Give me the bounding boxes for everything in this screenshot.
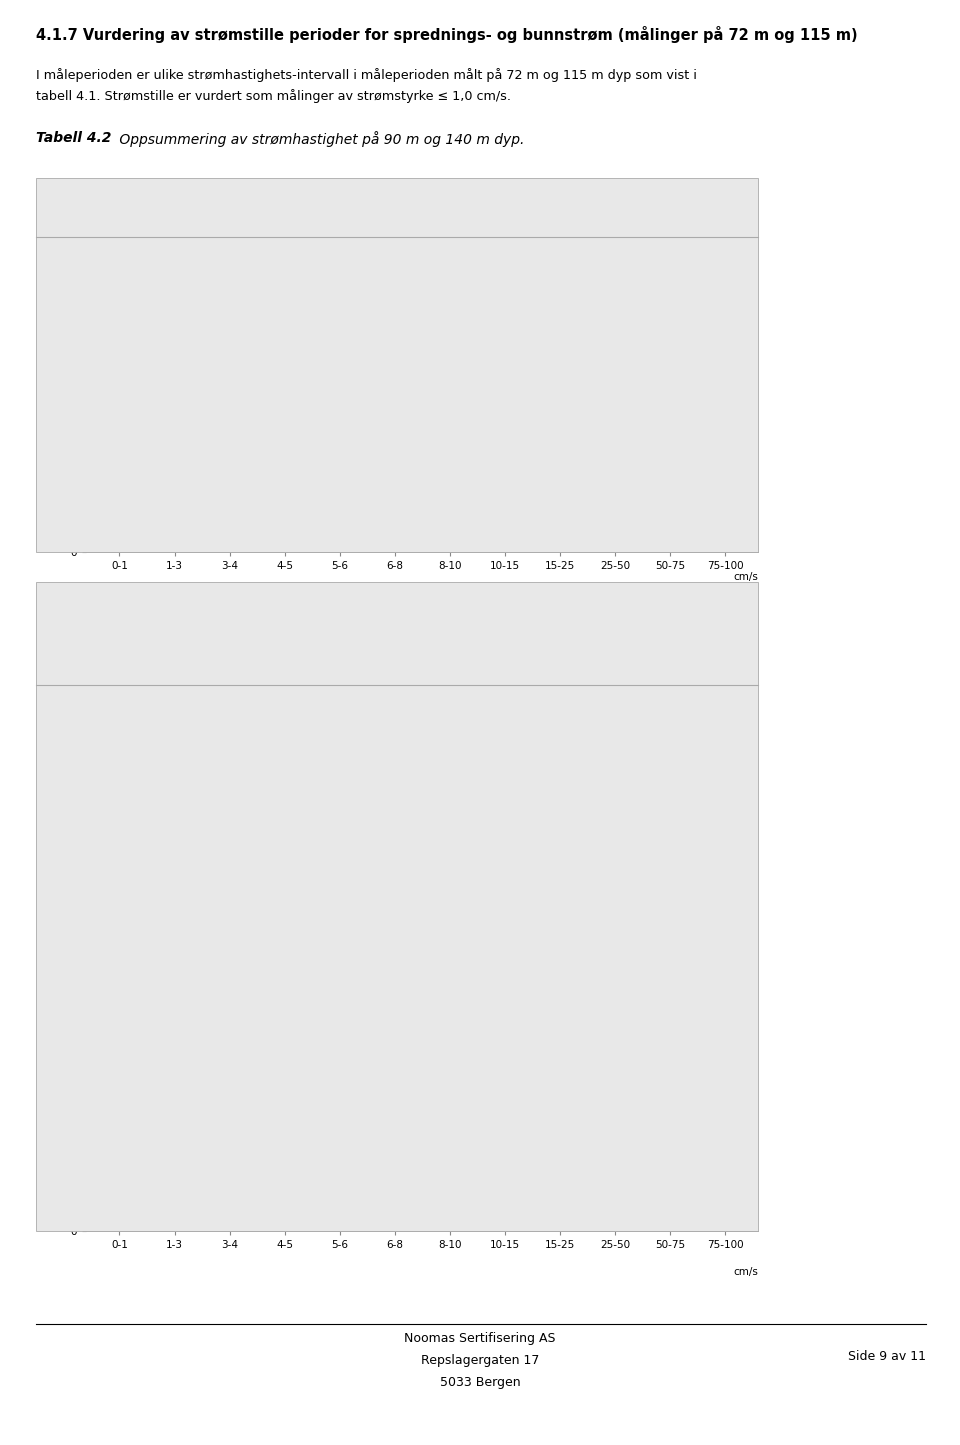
Text: CURRENT SPEED BAR CHART: CURRENT SPEED BAR CHART: [42, 179, 209, 189]
Bar: [487, 538, 523, 552]
Bar: [212, 1133, 248, 1231]
Text: File name:  90m Herøy 1640.SD6
Series number:  1
Number of measurements in data : File name: 90m Herøy 1640.SD6 Series num…: [42, 194, 351, 247]
Text: I måleperioden er ulike strømhastighets-intervall i måleperioden målt på 72 m og: I måleperioden er ulike strømhastighets-…: [36, 68, 697, 103]
Text: Tabell 4.2: Tabell 4.2: [36, 131, 112, 145]
Text: Side 9 av 11: Side 9 av 11: [849, 1350, 926, 1363]
Text: cm/s: cm/s: [733, 572, 758, 582]
Text: 4.1.7 Vurdering av strømstille perioder for sprednings- og bunnstrøm (målinger p: 4.1.7 Vurdering av strømstille perioder …: [36, 26, 858, 43]
Text: Number of measurements: Number of measurements: [86, 220, 223, 228]
Text: Ref. number:  1722
Interval time:  10 Minutes: Ref. number: 1722 Interval time: 10 Minu…: [340, 611, 466, 636]
Bar: [432, 1227, 468, 1231]
Text: 5033 Bergen: 5033 Bergen: [440, 1376, 520, 1389]
Bar: [102, 1085, 137, 1231]
Bar: [322, 501, 358, 552]
Bar: [432, 486, 468, 552]
Text: Noomas Sertifisering AS: Noomas Sertifisering AS: [404, 1332, 556, 1345]
Bar: [377, 1189, 413, 1231]
Bar: [212, 451, 248, 552]
Text: Ref. number:  1640
Interval time:  10 Minutes: Ref. number: 1640 Interval time: 10 Minu…: [340, 194, 466, 218]
Bar: [322, 1196, 358, 1231]
Text: Repslagergaten 17: Repslagergaten 17: [420, 1354, 540, 1367]
Bar: [156, 243, 192, 552]
Bar: [102, 449, 137, 552]
Bar: [156, 696, 192, 1231]
Text: Number of measurements: Number of measurements: [86, 662, 223, 670]
Bar: [267, 488, 302, 552]
Bar: [377, 465, 413, 552]
Bar: [267, 1175, 302, 1231]
Text: cm/s: cm/s: [733, 1267, 758, 1276]
Text: File name:  140m Herøy 1722.SD6
Series number:  1
Number of measurements in data: File name: 140m Herøy 1722.SD6 Series nu…: [42, 611, 351, 665]
Text: CURRENT SPEED BAR CHART: CURRENT SPEED BAR CHART: [42, 585, 209, 595]
Text: Oppsummering av strømhastighet på 90 m og 140 m dyp.: Oppsummering av strømhastighet på 90 m o…: [115, 131, 524, 147]
